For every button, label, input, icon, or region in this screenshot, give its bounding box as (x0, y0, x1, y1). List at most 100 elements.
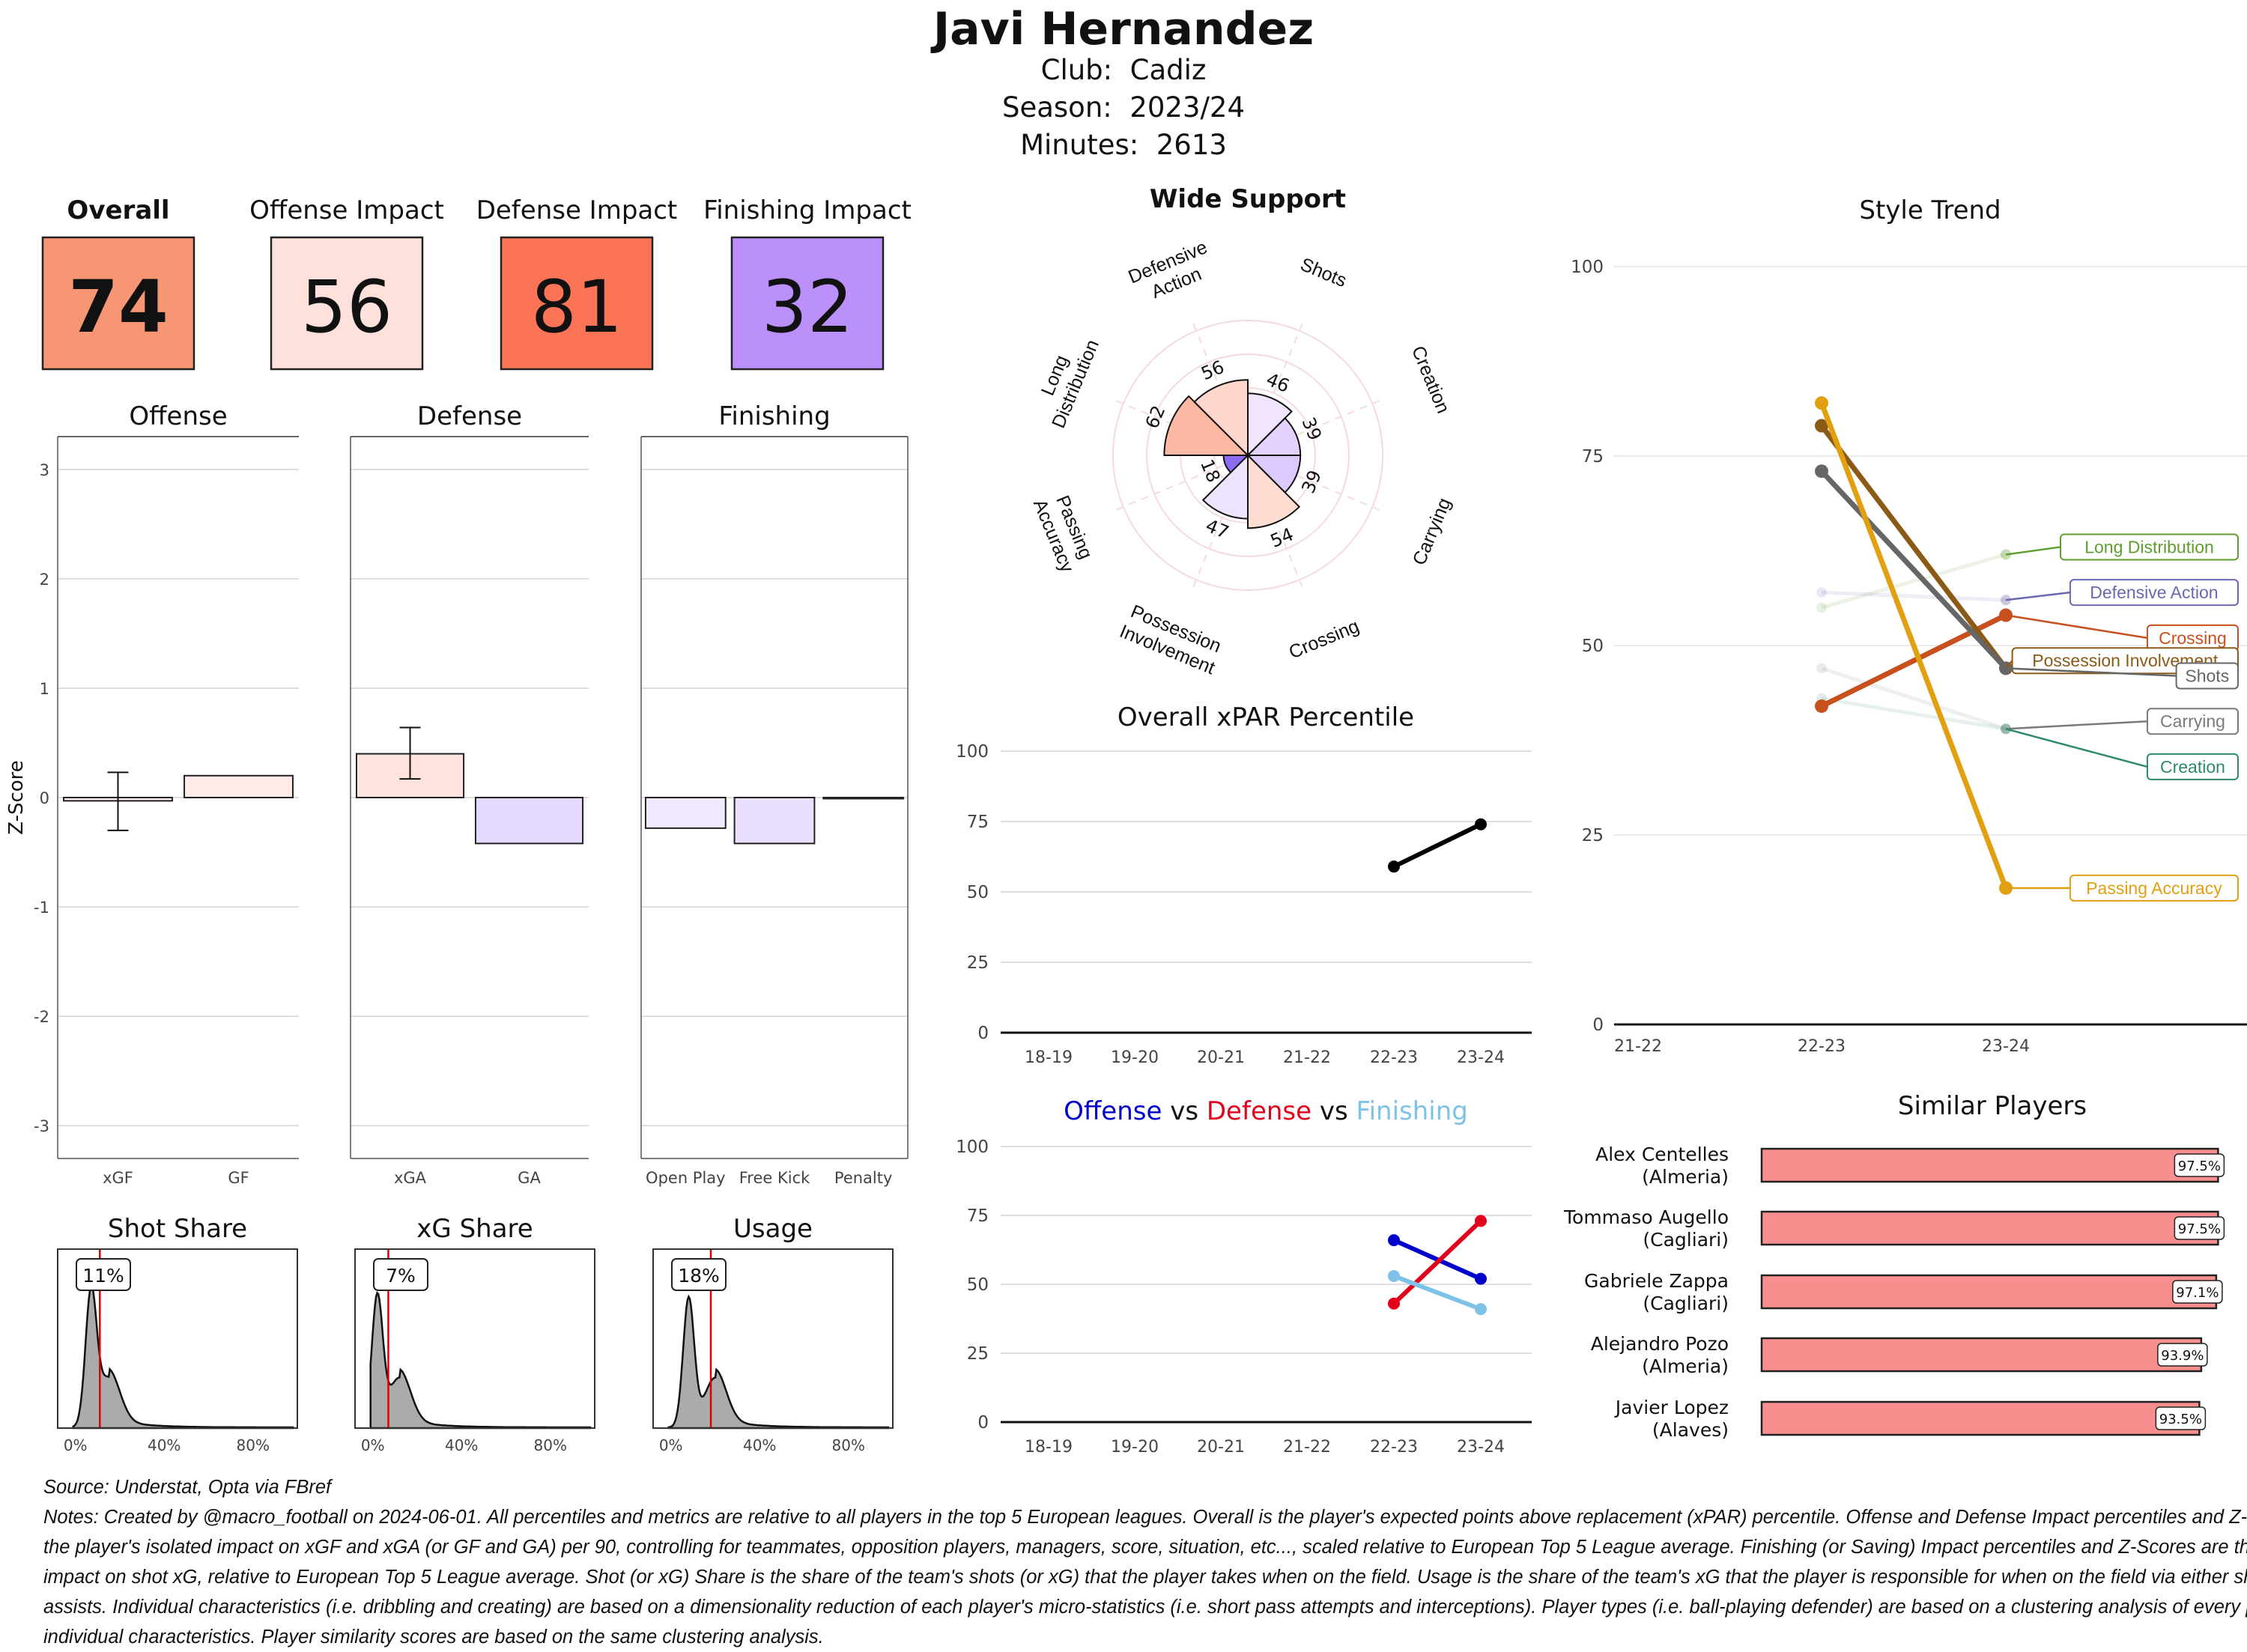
style-label-box-long-distribution (2060, 533, 2240, 561)
style-label-box-passing-accuracy (2069, 874, 2239, 902)
category-label-finishing-penalty: Penalty (834, 1169, 893, 1187)
style-y-tick-100: 100 (1571, 258, 1604, 277)
zscore-tick--2: -2 (34, 1008, 49, 1026)
card-label-defense-impact: Defense Impact (476, 195, 678, 225)
style-point-defensive-action-0 (1816, 587, 1827, 598)
zscore-axis-label: Z-Score (5, 760, 28, 835)
club-value: Cadiz (1129, 54, 1207, 86)
density-label-xg-share: 7% (386, 1265, 416, 1287)
series-point-ovdf-2-0 (1388, 1269, 1400, 1282)
similar-value-box-tommaso-augello (2174, 1216, 2225, 1240)
category-label-defense-ga: GA (518, 1169, 541, 1187)
style-label-box-defensive-action (2069, 579, 2239, 607)
similar-bar-alex-centelles (1760, 1147, 2219, 1183)
density-title-xg-share: xG Share (416, 1214, 533, 1244)
similar-value-gabriele-zappa: 97.1% (2176, 1285, 2219, 1301)
density-area-xg-share (369, 1290, 592, 1430)
y-tick-xpar-100: 100 (956, 742, 989, 762)
zscore-tick--1: -1 (34, 899, 49, 917)
x-tick-ovdf-19-20: 19-20 (1111, 1438, 1159, 1457)
x-tick-xpar-23-24: 23-24 (1457, 1048, 1505, 1067)
card-label-overall: Overall (67, 195, 169, 225)
density-label-box-xg-share (373, 1258, 428, 1291)
y-tick-xpar-25: 25 (967, 953, 989, 973)
zscore-tick-2: 2 (40, 571, 49, 589)
radar-spoke (1192, 455, 1249, 587)
style-label-creation: Creation (2160, 757, 2225, 777)
style-label-box-shots (2175, 662, 2240, 690)
style-label-crossing: Crossing (2159, 628, 2227, 648)
x-tick-xpar-22-23: 22-23 (1370, 1048, 1418, 1067)
density-tick-shot-share-0: 0% (64, 1436, 88, 1454)
style-point-shots-0 (1815, 464, 1828, 479)
style-point-passing-accuracy-0 (1815, 396, 1828, 410)
style-y-tick-75: 75 (1582, 447, 1604, 467)
style-line-defensive-action (1821, 590, 2007, 602)
panel-title-finishing: Finishing (718, 401, 830, 431)
y-tick-ovdf-50: 50 (967, 1275, 989, 1295)
category-label-finishing-open-play: Open Play (646, 1169, 726, 1187)
card-label-finishing-impact: Finishing Impact (703, 195, 912, 225)
category-label-offense-xgf: xGF (103, 1169, 133, 1187)
similar-bar-alejandro-pozo (1760, 1337, 2203, 1373)
x-tick-ovdf-20-21: 20-21 (1197, 1438, 1245, 1457)
radar-wedge-defensive-action (1193, 379, 1249, 458)
x-tick-ovdf-21-22: 21-22 (1283, 1438, 1331, 1457)
style-leader-carrying (2005, 720, 2148, 730)
season-value: 2023/24 (1129, 91, 1245, 124)
ovdf-title-part-3: vs (1311, 1096, 1348, 1126)
y-tick-ovdf-25: 25 (967, 1344, 989, 1364)
density-tick-usage-0: 0% (659, 1436, 683, 1454)
density-tick-xg-share-80: 80% (534, 1436, 567, 1454)
similar-name-alex-centelles-0: Alex Centelles (1595, 1144, 1729, 1165)
y-tick-xpar-50: 50 (967, 883, 989, 902)
similar-value-box-alejandro-pozo (2157, 1343, 2208, 1367)
density-label-shot-share: 11% (82, 1265, 124, 1287)
series-point-ovdf-1-1 (1475, 1215, 1487, 1227)
category-label-finishing-free-kick: Free Kick (739, 1169, 810, 1187)
similar-bar-tommaso-augello (1760, 1210, 2219, 1246)
density-frame-xg-share (354, 1248, 595, 1429)
style-leader-shots (2005, 667, 2177, 677)
radar-value-crossing: 54 (1267, 523, 1297, 552)
card-box-defense-impact (500, 236, 654, 371)
style-x-tick-22-23: 22-23 (1798, 1037, 1846, 1056)
radar-value-defensive-action: 56 (1198, 356, 1228, 385)
density-title-usage: Usage (733, 1214, 813, 1244)
series-line-ovdf-1 (1392, 1219, 1483, 1305)
similar-value-box-alex-centelles (2174, 1153, 2225, 1177)
x-tick-ovdf-23-24: 23-24 (1457, 1438, 1505, 1457)
y-tick-xpar-0: 0 (977, 1024, 989, 1043)
density-frame-usage (652, 1248, 894, 1429)
similar-name-alex-centelles-1: (Almeria) (1642, 1166, 1729, 1188)
panel-title-defense: Defense (417, 401, 522, 431)
style-point-carrying-0 (1816, 663, 1827, 674)
card-value-overall: 74 (68, 265, 169, 349)
style-y-tick-50: 50 (1582, 637, 1604, 656)
minutes-label: Minutes: (1020, 129, 1139, 161)
x-tick-xpar-18-19: 18-19 (1025, 1048, 1073, 1067)
radar-axis-label-crossing-0: Crossing (1286, 616, 1362, 663)
x-tick-ovdf-22-23: 22-23 (1370, 1438, 1418, 1457)
style-point-possession-involvement-0 (1815, 419, 1828, 433)
style-label-shots: Shots (2185, 666, 2229, 685)
radar-title: Wide Support (1150, 184, 1346, 214)
similar-name-alejandro-pozo-0: Alejandro Pozo (1591, 1333, 1729, 1355)
similar-value-alex-centelles: 97.5% (2178, 1158, 2221, 1174)
card-value-defense-impact: 81 (531, 265, 622, 349)
similar-name-javier-lopez-0: Javier Lopez (1614, 1397, 1729, 1418)
density-tick-shot-share-40: 40% (148, 1436, 181, 1454)
player-name: Javi Hernandez (933, 3, 1314, 55)
card-box-offense-impact (270, 236, 424, 371)
notes-line-1: Notes: Created by @macro_football on 202… (43, 1507, 2247, 1528)
radar-value-passing-accuracy: 18 (1196, 456, 1225, 485)
style-leader-crossing (2005, 614, 2148, 640)
style-leader-defensive-action (2005, 591, 2071, 601)
similar-name-gabriele-zappa-0: Gabriele Zappa (1584, 1270, 1729, 1292)
style-line-possession-involvement (1819, 424, 2008, 670)
category-label-offense-gf: GF (228, 1169, 249, 1187)
club-label: Club: (1040, 54, 1113, 86)
similar-title: Similar Players (1898, 1091, 2087, 1121)
style-point-long-distribution-0 (1816, 602, 1827, 613)
style-label-passing-accuracy: Passing Accuracy (2086, 878, 2222, 898)
